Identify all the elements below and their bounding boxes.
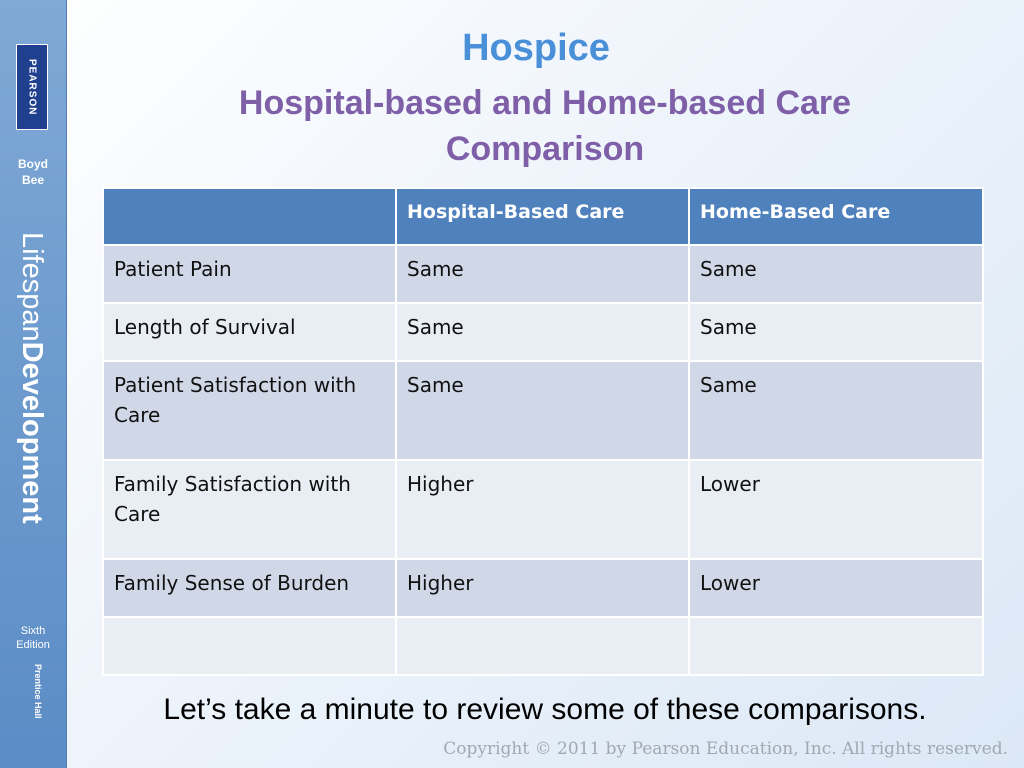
hospital-value: Higher: [395, 459, 690, 560]
row-label: Patient Pain: [102, 244, 397, 304]
hospital-value: Same: [395, 244, 690, 304]
publisher-name: Prentice Hall: [33, 664, 43, 719]
comparison-table: Hospital-Based Care Home-Based Care Pati…: [102, 187, 984, 676]
table-row: Patient Pain Same Same: [102, 244, 984, 304]
table-header-row: Hospital-Based Care Home-Based Care: [102, 187, 984, 246]
slide-title: Hospice: [462, 27, 610, 69]
book-edition: Sixth Edition: [0, 624, 66, 652]
edition-line-2: Edition: [16, 639, 50, 651]
book-authors: Boyd Bee: [0, 156, 66, 188]
hospital-value: Same: [395, 360, 690, 461]
table-row: Length of Survival Same Same: [102, 302, 984, 362]
header-cell-hospital: Hospital-Based Care: [395, 187, 690, 246]
subtitle-line-2: Comparison: [445, 130, 645, 168]
table-row: Family Satisfaction with Care Higher Low…: [102, 459, 984, 560]
home-value: Lower: [688, 459, 984, 560]
header-cell-blank: [102, 187, 397, 246]
row-label: Patient Satisfaction with Care: [102, 360, 397, 461]
hospital-value: Higher: [395, 558, 690, 618]
hospital-value: Same: [395, 302, 690, 362]
home-value: Lower: [688, 558, 984, 618]
slide-note: Let’s take a minute to review some of th…: [163, 693, 927, 726]
home-value: Same: [688, 302, 984, 362]
hospital-value: [395, 616, 690, 676]
book-title-bold: Development: [16, 341, 48, 524]
pearson-logo-text: PEARSON: [26, 58, 38, 116]
pearson-logo: PEARSON: [16, 44, 48, 130]
header-cell-home: Home-Based Care: [688, 187, 984, 246]
copyright-notice: Copyright © 2011 by Pearson Education, I…: [443, 739, 1008, 759]
row-label: Family Satisfaction with Care: [102, 459, 397, 560]
row-label: [102, 616, 397, 676]
home-value: Same: [688, 244, 984, 304]
home-value: [688, 616, 984, 676]
row-label: Length of Survival: [102, 302, 397, 362]
subtitle-line-1: Hospital-based and Home-based Care: [238, 84, 852, 122]
slide-subtitle: Hospital-based and Home-based Care Compa…: [150, 80, 940, 172]
author-1: Boyd: [18, 157, 48, 171]
home-value: Same: [688, 360, 984, 461]
table-row: Family Sense of Burden Higher Lower: [102, 558, 984, 618]
book-sidebar: PEARSON Boyd Bee LifespanDevelopment Six…: [0, 0, 67, 768]
edition-line-1: Sixth: [20, 625, 46, 637]
row-label: Family Sense of Burden: [102, 558, 397, 618]
table-row: [102, 616, 984, 676]
table-row: Patient Satisfaction with Care Same Same: [102, 360, 984, 461]
book-title-light: Lifespan: [16, 232, 48, 342]
book-title: LifespanDevelopment: [14, 232, 50, 592]
author-2: Bee: [21, 173, 44, 187]
